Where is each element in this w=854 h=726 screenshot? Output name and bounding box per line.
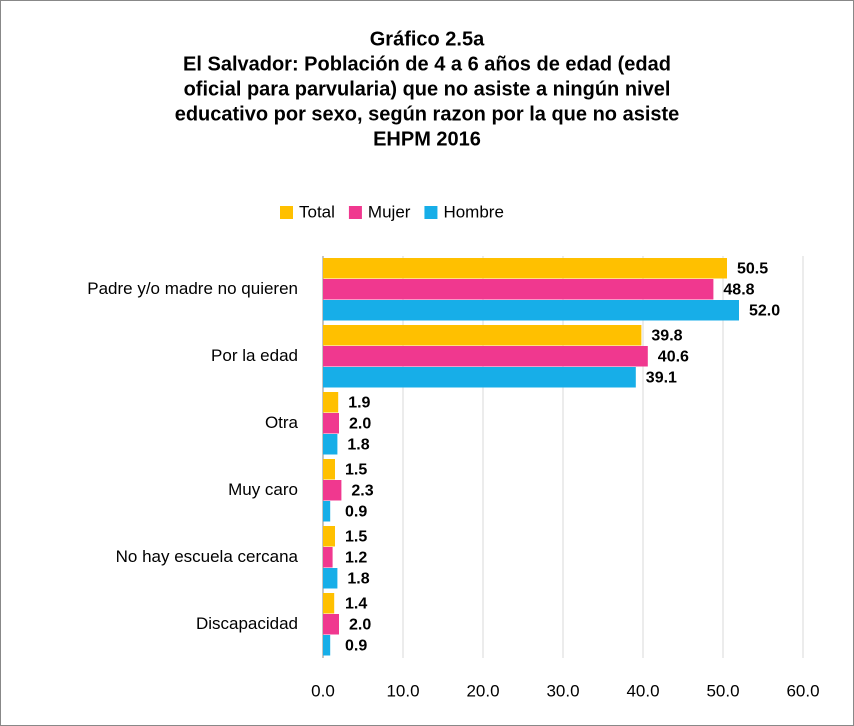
y-tick-label: Por la edad: [211, 346, 298, 365]
bar: [323, 568, 338, 589]
bar: [323, 459, 335, 480]
legend-label: Mujer: [368, 202, 411, 221]
value-label: 1.9: [348, 395, 370, 412]
value-label: 40.6: [658, 349, 689, 366]
x-tick-label: 60.0: [786, 681, 819, 700]
y-tick-label: Otra: [265, 413, 299, 432]
x-tick-label: 40.0: [626, 681, 659, 700]
bar: [323, 547, 333, 568]
y-tick-label: No hay escuela cercana: [116, 547, 299, 566]
bar: [323, 258, 727, 279]
bar: [323, 593, 335, 614]
bar: [323, 614, 339, 635]
y-tick-label: Muy caro: [228, 480, 298, 499]
value-label: 1.5: [345, 462, 367, 479]
bar: [323, 300, 739, 321]
chart-title: educativo por sexo, según razon por la q…: [175, 103, 680, 125]
value-label: 1.8: [347, 437, 369, 454]
value-label: 2.0: [349, 416, 371, 433]
chart-title: El Salvador: Población de 4 a 6 años de …: [183, 53, 671, 75]
value-label: 50.5: [737, 261, 768, 278]
bar: [323, 392, 339, 413]
y-tick-label: Discapacidad: [196, 614, 298, 633]
bar: [323, 501, 331, 522]
value-label: 52.0: [749, 303, 780, 320]
x-tick-label: 10.0: [386, 681, 419, 700]
value-label: 39.1: [646, 370, 677, 387]
bar: [323, 346, 648, 367]
bar: [323, 413, 339, 434]
bar: [323, 325, 642, 346]
chart-title: Gráfico 2.5a: [370, 28, 485, 50]
x-tick-label: 50.0: [706, 681, 739, 700]
chart-title: EHPM 2016: [373, 128, 481, 150]
legend-swatch: [348, 206, 362, 219]
bar: [323, 434, 338, 455]
y-tick-label: Padre y/o madre no quieren: [87, 279, 298, 298]
value-label: 39.8: [651, 328, 682, 345]
value-label: 1.2: [345, 550, 367, 567]
value-label: 2.3: [351, 483, 373, 500]
x-tick-label: 20.0: [466, 681, 499, 700]
bar: [323, 526, 335, 547]
bar: [323, 480, 342, 501]
value-label: 0.9: [345, 638, 367, 655]
value-label: 1.4: [345, 596, 367, 613]
value-label: 2.0: [349, 617, 371, 634]
legend-swatch: [424, 206, 438, 219]
legend-label: Hombre: [443, 202, 503, 221]
value-label: 1.8: [347, 571, 369, 588]
legend-label: Total: [299, 202, 335, 221]
value-label: 1.5: [345, 529, 367, 546]
chart-title: oficial para parvularia) que no asiste a…: [184, 78, 671, 100]
x-tick-label: 0.0: [311, 681, 335, 700]
x-tick-label: 30.0: [546, 681, 579, 700]
value-label: 48.8: [723, 282, 754, 299]
value-label: 0.9: [345, 504, 367, 521]
legend-swatch: [280, 206, 293, 219]
bar: [323, 367, 636, 388]
bar: [323, 279, 714, 300]
bar: [323, 635, 331, 656]
